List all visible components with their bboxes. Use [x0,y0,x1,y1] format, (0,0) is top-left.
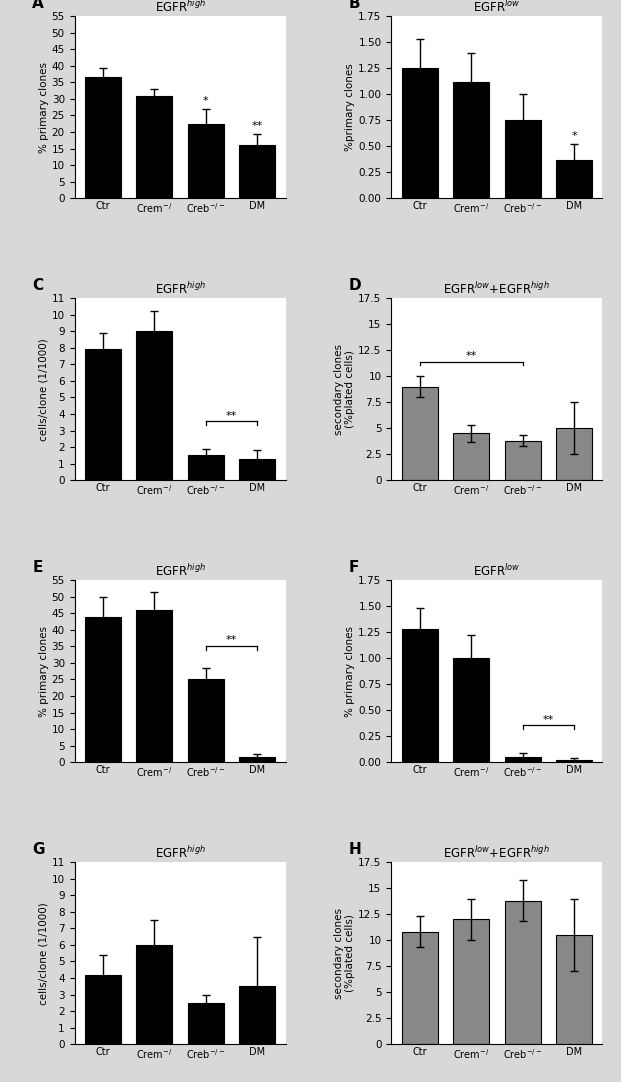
Bar [239,757,275,762]
Bar [137,95,173,198]
Text: **: ** [252,121,263,131]
Y-axis label: % primary clones: % primary clones [39,62,49,153]
Bar [85,617,121,762]
Title: EGFR$^{high}$: EGFR$^{high}$ [155,0,206,15]
Text: *: * [203,96,209,106]
Text: **: ** [226,635,237,645]
Text: F: F [349,559,360,575]
Title: EGFR$^{low}$: EGFR$^{low}$ [473,0,520,15]
Bar [402,68,438,198]
Y-axis label: % primary clones: % primary clones [345,625,355,716]
Title: EGFR$^{low}$: EGFR$^{low}$ [473,563,520,579]
Bar [556,428,592,480]
Bar [504,120,540,198]
Text: **: ** [226,410,237,421]
Bar [137,331,173,480]
Text: E: E [32,559,43,575]
Bar [453,658,489,762]
Text: C: C [32,278,43,293]
Text: **: ** [465,351,477,360]
Y-axis label: cells/clone (1/1000): cells/clone (1/1000) [39,901,49,1004]
Title: EGFR$^{high}$: EGFR$^{high}$ [155,845,206,861]
Bar [402,932,438,1044]
Bar [556,935,592,1044]
Bar [188,1003,224,1044]
Title: EGFR$^{low}$+EGFR$^{high}$: EGFR$^{low}$+EGFR$^{high}$ [443,281,550,298]
Text: *: * [571,131,577,142]
Bar [137,945,173,1044]
Title: EGFR$^{high}$: EGFR$^{high}$ [155,281,206,298]
Y-axis label: %primary clones: %primary clones [345,64,355,151]
Bar [239,987,275,1044]
Title: EGFR$^{low}$+EGFR$^{high}$: EGFR$^{low}$+EGFR$^{high}$ [443,845,550,861]
Y-axis label: secondary clones
(%plated cells): secondary clones (%plated cells) [334,344,355,435]
Y-axis label: cells/clone (1/1000): cells/clone (1/1000) [39,338,49,440]
Bar [453,82,489,198]
Bar [402,386,438,480]
Bar [556,160,592,198]
Text: G: G [32,842,45,857]
Text: B: B [349,0,361,11]
Bar [85,78,121,198]
Bar [188,456,224,480]
Bar [453,434,489,480]
Bar [137,610,173,762]
Bar [239,145,275,198]
Bar [504,900,540,1044]
Bar [85,975,121,1044]
Y-axis label: secondary clones
(%plated cells): secondary clones (%plated cells) [334,908,355,999]
Bar [402,629,438,762]
Text: A: A [32,0,44,11]
Y-axis label: % primary clones: % primary clones [39,625,49,716]
Bar [556,760,592,762]
Bar [239,460,275,480]
Bar [188,679,224,762]
Text: H: H [349,842,362,857]
Text: D: D [349,278,361,293]
Bar [453,920,489,1044]
Text: **: ** [543,714,554,725]
Bar [85,349,121,480]
Bar [504,757,540,762]
Title: EGFR$^{high}$: EGFR$^{high}$ [155,563,206,579]
Bar [188,123,224,198]
Bar [504,440,540,480]
